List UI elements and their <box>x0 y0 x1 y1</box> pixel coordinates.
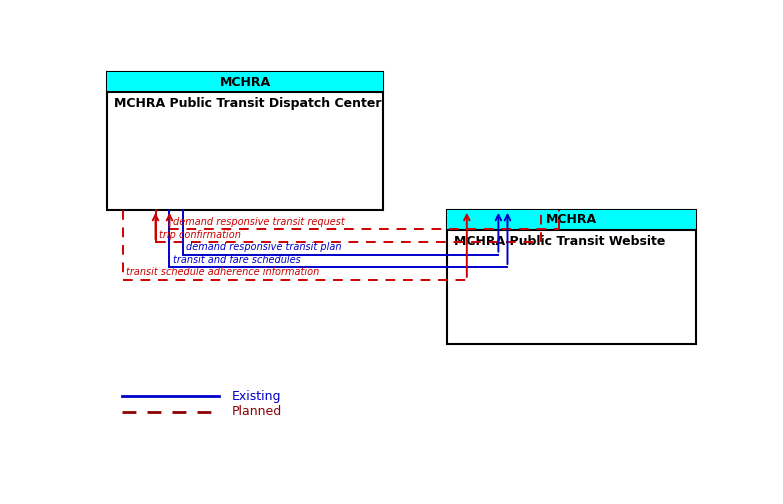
Text: transit and fare schedules: transit and fare schedules <box>172 255 300 265</box>
Text: transit schedule adherence information: transit schedule adherence information <box>126 268 319 277</box>
Text: Planned: Planned <box>232 405 282 418</box>
Text: MCHRA: MCHRA <box>219 76 271 89</box>
Text: Existing: Existing <box>232 390 281 403</box>
Bar <box>447 210 695 344</box>
Text: trip confirmation: trip confirmation <box>158 230 240 240</box>
Text: MCHRA Public Transit Dispatch Center: MCHRA Public Transit Dispatch Center <box>114 97 382 110</box>
Text: demand responsive transit request: demand responsive transit request <box>172 217 345 227</box>
Bar <box>107 72 383 92</box>
Bar <box>107 72 383 210</box>
Text: MCHRA Public Transit Website: MCHRA Public Transit Website <box>454 235 666 248</box>
Bar <box>447 210 695 230</box>
Text: demand responsive transit plan: demand responsive transit plan <box>186 242 341 252</box>
Text: MCHRA: MCHRA <box>546 214 597 226</box>
